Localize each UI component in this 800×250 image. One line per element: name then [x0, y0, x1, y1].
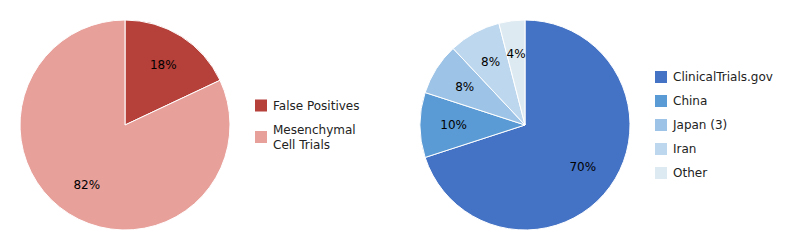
slice — [20, 20, 230, 230]
legend-swatch — [655, 71, 667, 83]
pie: 18% 82% — [20, 20, 230, 230]
legend: False Positives MesenchymalCell Trials — [255, 99, 359, 152]
chart: 18% 82% False Positives MesenchymalCell Tri… — [0, 0, 800, 250]
legend-label: China — [673, 94, 707, 108]
slice — [499, 20, 525, 125]
legend-item: MesenchymalCell Trials — [255, 123, 356, 152]
data-label: 8% — [481, 55, 500, 69]
legend-item: Iran — [655, 142, 696, 156]
data-label: 18% — [150, 58, 177, 72]
data-label: 4% — [507, 47, 526, 61]
data-label: 70% — [569, 160, 596, 174]
legend-swatch — [655, 119, 667, 131]
slice — [425, 20, 630, 230]
pie: 70% 10% 8% 8% 4% — [420, 20, 630, 230]
legend-item: Other — [655, 166, 707, 180]
legend-swatch — [655, 143, 667, 155]
legend-item: ClinicalTrials.gov — [655, 70, 773, 84]
data-label: 10% — [440, 118, 467, 132]
legend: ClinicalTrials.gov China Japan (3) Iran Othe… — [655, 70, 773, 180]
legend-item: False Positives — [255, 99, 359, 113]
legend-swatch — [255, 131, 267, 143]
legend-item: China — [655, 94, 707, 108]
legend-label: Japan (3) — [672, 118, 727, 132]
legend-swatch — [655, 95, 667, 107]
panel: 18% 82% False Positives MesenchymalCell Tri… — [20, 20, 359, 230]
panel: 70% 10% 8% 8% 4% ClinicalTrials.gov China Japan… — [420, 20, 773, 230]
legend-item: Japan (3) — [655, 118, 727, 132]
legend-label: Other — [673, 166, 707, 180]
legend-swatch — [655, 167, 667, 179]
data-label: 82% — [73, 178, 100, 192]
legend-swatch — [255, 100, 267, 112]
legend-label: ClinicalTrials.gov — [673, 70, 773, 84]
legend-label: False Positives — [273, 99, 359, 113]
legend-label: Iran — [673, 142, 696, 156]
legend-label: MesenchymalCell Trials — [273, 123, 356, 152]
data-label: 8% — [455, 80, 474, 94]
